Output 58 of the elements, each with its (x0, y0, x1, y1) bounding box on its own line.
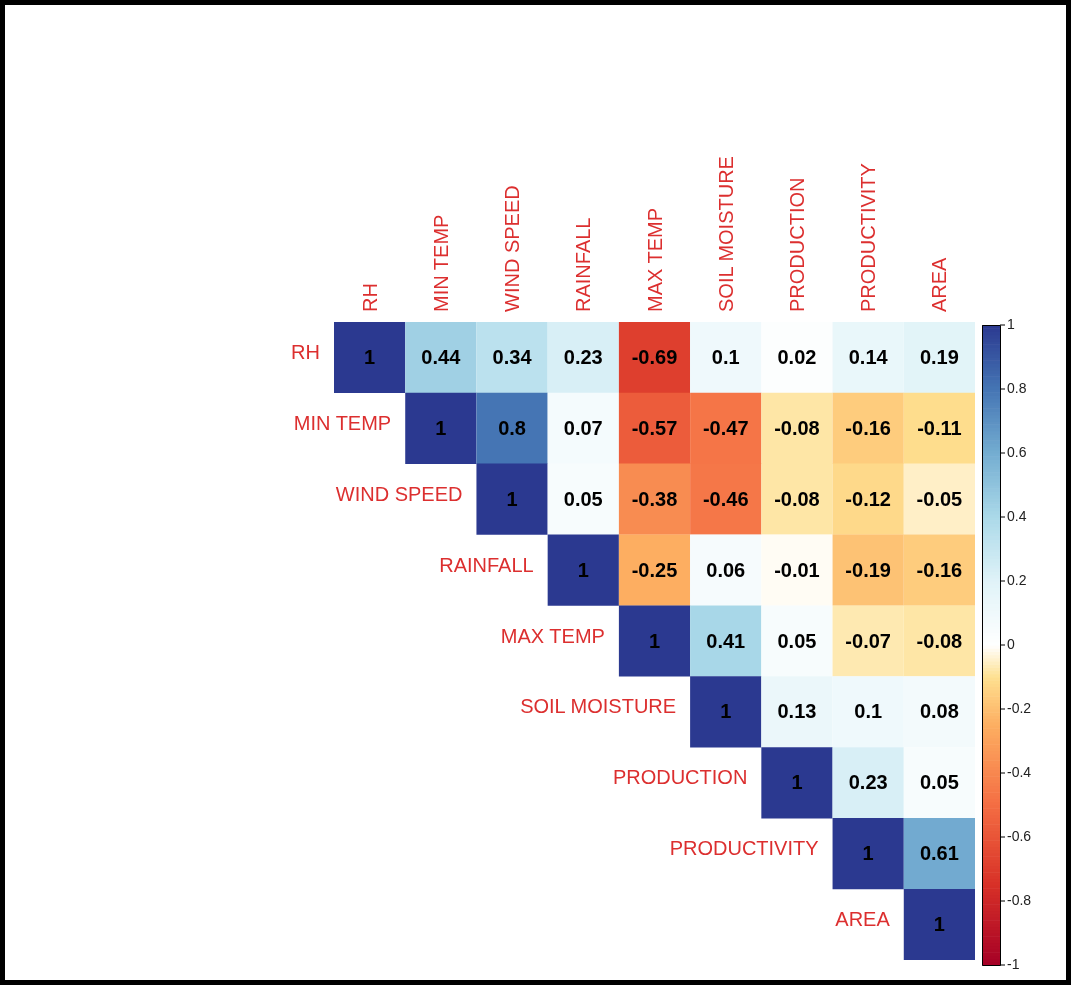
color-bar-label: 0.8 (1007, 379, 1027, 396)
data-label: -0.57 (631, 416, 678, 439)
color-bar-label: 0.2 (1007, 571, 1027, 588)
data-label: -0.69 (631, 345, 678, 368)
data-label: 1 (720, 700, 732, 723)
data-label: -0.16 (916, 558, 963, 581)
x-tick-label: AREA (928, 256, 951, 312)
color-bar-label: -0.4 (1007, 763, 1032, 780)
data-label: 0.05 (919, 771, 959, 794)
data-label: 0.05 (777, 629, 817, 652)
data-label: -0.08 (774, 416, 820, 439)
data-label: 0.1 (854, 700, 883, 723)
color-bar-label: 0 (1007, 635, 1015, 652)
data-label: 0.19 (919, 345, 959, 368)
color-bar-label: -0.8 (1007, 891, 1032, 908)
data-label: -0.12 (845, 487, 891, 510)
data-label: -0.46 (702, 487, 749, 510)
data-label: -0.19 (845, 558, 891, 581)
color-bar-label: -1 (1007, 955, 1020, 972)
data-label: -0.11 (917, 416, 962, 439)
data-label: -0.01 (774, 558, 820, 581)
data-label: 0.13 (777, 700, 817, 723)
data-label: 1 (791, 771, 803, 794)
data-label: 0.05 (563, 487, 603, 510)
data-label: 0.23 (563, 345, 603, 368)
color-bar-label: -0.2 (1007, 699, 1032, 716)
data-label: 0.34 (492, 345, 533, 368)
data-label: -0.08 (916, 629, 963, 652)
data-label: 0.06 (706, 558, 746, 581)
x-tick-label: RH (358, 283, 381, 312)
data-label: -0.25 (631, 558, 678, 581)
color-bar-label: 0.6 (1007, 443, 1027, 460)
data-label: 1 (577, 558, 589, 581)
data-label: 1 (435, 416, 447, 439)
data-label: 0.14 (848, 345, 889, 368)
data-label: 0.07 (563, 416, 603, 439)
data-label: 0.1 (711, 345, 740, 368)
data-label: 0.02 (777, 345, 817, 368)
data-label: 0.41 (706, 629, 746, 652)
data-label: 1 (648, 629, 661, 652)
data-label: -0.07 (845, 629, 891, 652)
data-label: 0.44 (421, 345, 462, 368)
data-label: 1 (506, 487, 518, 510)
data-label: 0.08 (919, 700, 959, 723)
data-label: 1 (862, 842, 874, 865)
data-label: 0.23 (848, 771, 888, 794)
color-bar-label: -0.6 (1007, 827, 1032, 844)
color-bar-label: 1 (1007, 315, 1015, 332)
data-label: 1 (933, 913, 945, 936)
data-label: 0.8 (498, 416, 526, 439)
data-label: -0.38 (631, 487, 678, 510)
data-label: 1 (364, 345, 376, 368)
data-label: -0.16 (845, 416, 891, 439)
data-label: -0.05 (916, 487, 963, 510)
data-label: -0.47 (702, 416, 749, 439)
color-bar-label: 0.4 (1007, 507, 1027, 524)
data-label: -0.08 (774, 487, 820, 510)
data-label: 0.61 (919, 842, 959, 865)
